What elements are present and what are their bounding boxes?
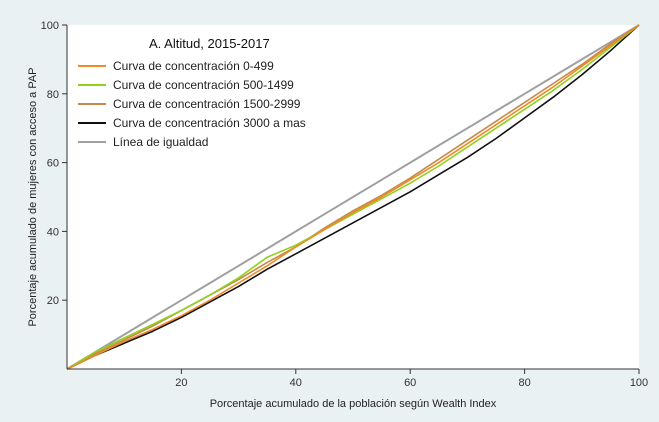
x-axis-title: Porcentaje acumulado de la población seg… <box>210 398 497 410</box>
legend-label: Curva de concentración 0-499 <box>113 59 274 73</box>
series-line-5 <box>66 24 640 370</box>
x-tick-label: 100 <box>630 377 648 389</box>
y-tick-label: 100 <box>41 20 59 32</box>
series-line-4 <box>66 24 640 370</box>
y-tick-label: 60 <box>47 158 59 170</box>
legend-title: A. Altitud, 2015-2017 <box>149 36 270 51</box>
y-tick-label: 20 <box>47 295 59 307</box>
series-line-2 <box>66 24 640 370</box>
legend-label: Curva de concentración 1500-2999 <box>113 97 301 111</box>
series-line-1 <box>66 24 640 370</box>
series-line-3 <box>66 24 640 370</box>
x-tick-label: 80 <box>518 377 530 389</box>
legend-label: Curva de concentración 500-1499 <box>113 78 294 92</box>
x-tick-label: 20 <box>175 377 187 389</box>
x-tick-label: 40 <box>290 377 302 389</box>
y-tick-label: 40 <box>47 226 59 238</box>
legend-label: Curva de concentración 3000 a mas <box>113 116 306 130</box>
legend: Curva de concentración 0-499 Curva de con… <box>78 59 306 149</box>
y-tick-label: 80 <box>47 89 59 101</box>
y-axis-title: Porcentaje acumulado de mujeres con acce… <box>27 67 39 326</box>
x-tick-label: 60 <box>404 377 416 389</box>
legend-label: Línea de igualdad <box>113 135 208 149</box>
